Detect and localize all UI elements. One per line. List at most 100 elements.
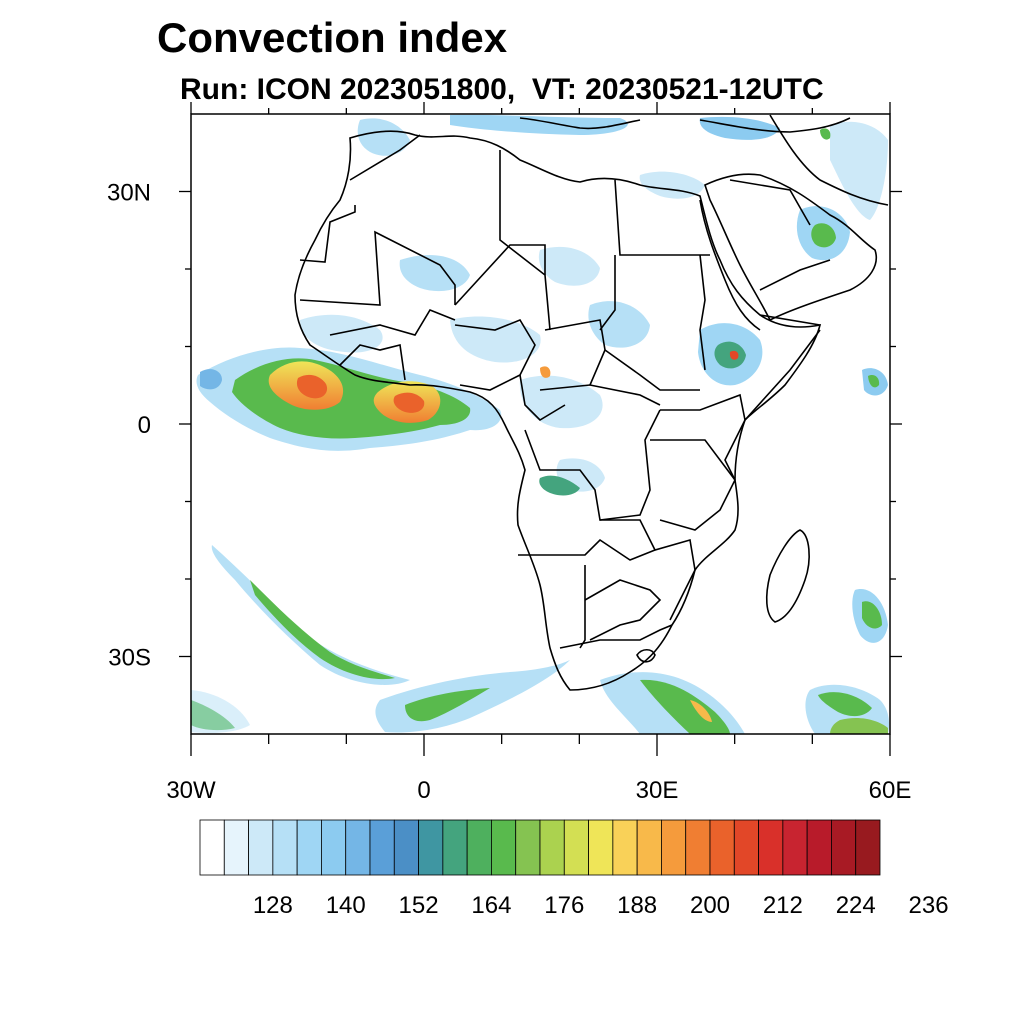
border-algeria-libya — [499, 150, 551, 331]
colorbar-swatch-13 — [515, 819, 541, 876]
itcz-core-east-red — [393, 392, 425, 413]
colorbar-swatch-1 — [223, 819, 249, 876]
cell-chad-orange — [540, 366, 551, 378]
border-zambia-mozambique — [600, 519, 696, 621]
lat-tick-label-2: 30S — [108, 645, 151, 672]
madagascar-outline — [765, 529, 810, 623]
arabia-outline — [704, 173, 877, 322]
somalia-coast — [744, 314, 821, 421]
iran-border — [769, 114, 889, 206]
cell-far-west — [200, 369, 222, 390]
border-sudan-ethiopia — [699, 254, 706, 371]
lon-tick-label-3: 60E — [869, 777, 912, 804]
border-namibia-botswana — [579, 565, 586, 649]
map-title: Convection index — [157, 14, 508, 61]
colorbar-label-0: 128 — [253, 892, 293, 919]
cells-congo-green — [539, 475, 580, 496]
colorbar-swatch-3 — [272, 819, 298, 876]
swirl-southeast-green-2 — [830, 717, 888, 734]
colorbar-swatch-19 — [661, 819, 687, 876]
colorbar-label-3: 164 — [471, 892, 511, 919]
border-nigeria — [454, 319, 536, 391]
colorbar-swatch-23 — [758, 819, 784, 876]
colorbar-swatch-10 — [442, 819, 468, 876]
cells-central-2 — [588, 301, 650, 348]
border-west-africa-1 — [329, 309, 456, 336]
colorbar-swatch-0 — [199, 819, 225, 876]
colorbar-swatch-22 — [733, 819, 759, 876]
colorbar-label-5: 188 — [617, 892, 657, 919]
red-sea-coast — [699, 199, 761, 331]
colorbar-label-9: 236 — [909, 892, 949, 919]
colorbar-label-8: 224 — [836, 892, 876, 919]
map-subtitle: Run: ICON 2023051800, VT: 20230521-12UTC — [180, 73, 824, 106]
lon-tick-label-0: 30W — [166, 777, 216, 804]
border-botswana-sa — [584, 579, 662, 641]
colorbar-swatch-24 — [782, 819, 808, 876]
country-borders — [294, 114, 889, 691]
border-arabia-1 — [729, 179, 811, 226]
colorbar-swatch-16 — [588, 819, 614, 876]
europe-coast — [519, 117, 851, 133]
front-south-atlantic — [211, 545, 410, 685]
cells-indian-ocean-green — [868, 375, 880, 388]
colorbar-swatch-18 — [636, 819, 662, 876]
colorbar-swatch-17 — [612, 819, 638, 876]
lesotho — [636, 648, 656, 663]
colorbar-swatch-26 — [831, 819, 857, 876]
africa-coastline — [294, 130, 822, 691]
cells-iran-green — [820, 128, 831, 140]
cells-iran — [830, 121, 888, 220]
colorbar-swatch-15 — [563, 819, 589, 876]
map-axes: 30N 0 30S 30W 0 30E 60E — [107, 102, 911, 804]
border-south-sudan — [604, 349, 700, 391]
border-east-africa — [660, 393, 746, 481]
colorbar: 128 140 152 164 176 188 200 212 224 236 — [199, 819, 949, 919]
cells-med-2 — [450, 114, 628, 135]
itcz-core-west-red — [296, 374, 328, 399]
cells-turkey — [699, 116, 780, 140]
cells-sahel-1 — [300, 314, 383, 353]
lon-tick-label-2: 30E — [636, 777, 679, 804]
swirl-southeast-green — [818, 692, 872, 717]
cells-central-3 — [519, 375, 603, 429]
colorbar-label-2: 152 — [399, 892, 439, 919]
colorbar-swatch-5 — [321, 819, 347, 876]
colorbar-swatch-4 — [296, 819, 322, 876]
border-angola — [518, 538, 656, 561]
cells-med — [357, 118, 410, 156]
border-western-sahara — [299, 205, 356, 263]
border-car — [539, 384, 661, 406]
cells-central-1 — [538, 246, 600, 286]
colorbar-swatch-20 — [685, 819, 711, 876]
colorbar-swatch-7 — [369, 819, 395, 876]
colorbar-swatch-6 — [345, 819, 371, 876]
cells-sahel-2 — [399, 255, 470, 292]
border-arabia-2 — [759, 259, 831, 291]
border-egypt-sudan — [599, 255, 616, 331]
colorbar-swatch-12 — [491, 819, 517, 876]
border-chad-sudan — [544, 319, 606, 386]
colorbar-swatch-21 — [709, 819, 735, 876]
border-tanzania — [650, 439, 736, 531]
border-west-africa-2 — [339, 344, 406, 381]
convection-field — [191, 114, 890, 734]
border-libya-egypt — [614, 179, 710, 256]
cells-madagascar-east-green — [862, 601, 882, 629]
colorbar-swatch-8 — [393, 819, 419, 876]
colorbar-swatch-2 — [248, 819, 274, 876]
colorbar-label-4: 176 — [544, 892, 584, 919]
cell-ethiopia-red — [729, 350, 739, 360]
colorbar-label-6: 200 — [690, 892, 730, 919]
colorbar-swatch-9 — [418, 819, 444, 876]
border-morocco-algeria — [349, 134, 421, 181]
front-south-africa-orange — [690, 700, 712, 722]
border-mali-niger — [454, 244, 546, 306]
colorbar-swatch-27 — [855, 819, 881, 876]
lat-tick-label-0: 30N — [107, 180, 151, 207]
lon-tick-label-1: 0 — [417, 777, 430, 804]
front-southwest-corner-blue — [191, 690, 250, 734]
border-mauritania — [299, 230, 456, 306]
front-south-atlantic-2-green — [405, 688, 490, 722]
colorbar-swatch-11 — [466, 819, 492, 876]
